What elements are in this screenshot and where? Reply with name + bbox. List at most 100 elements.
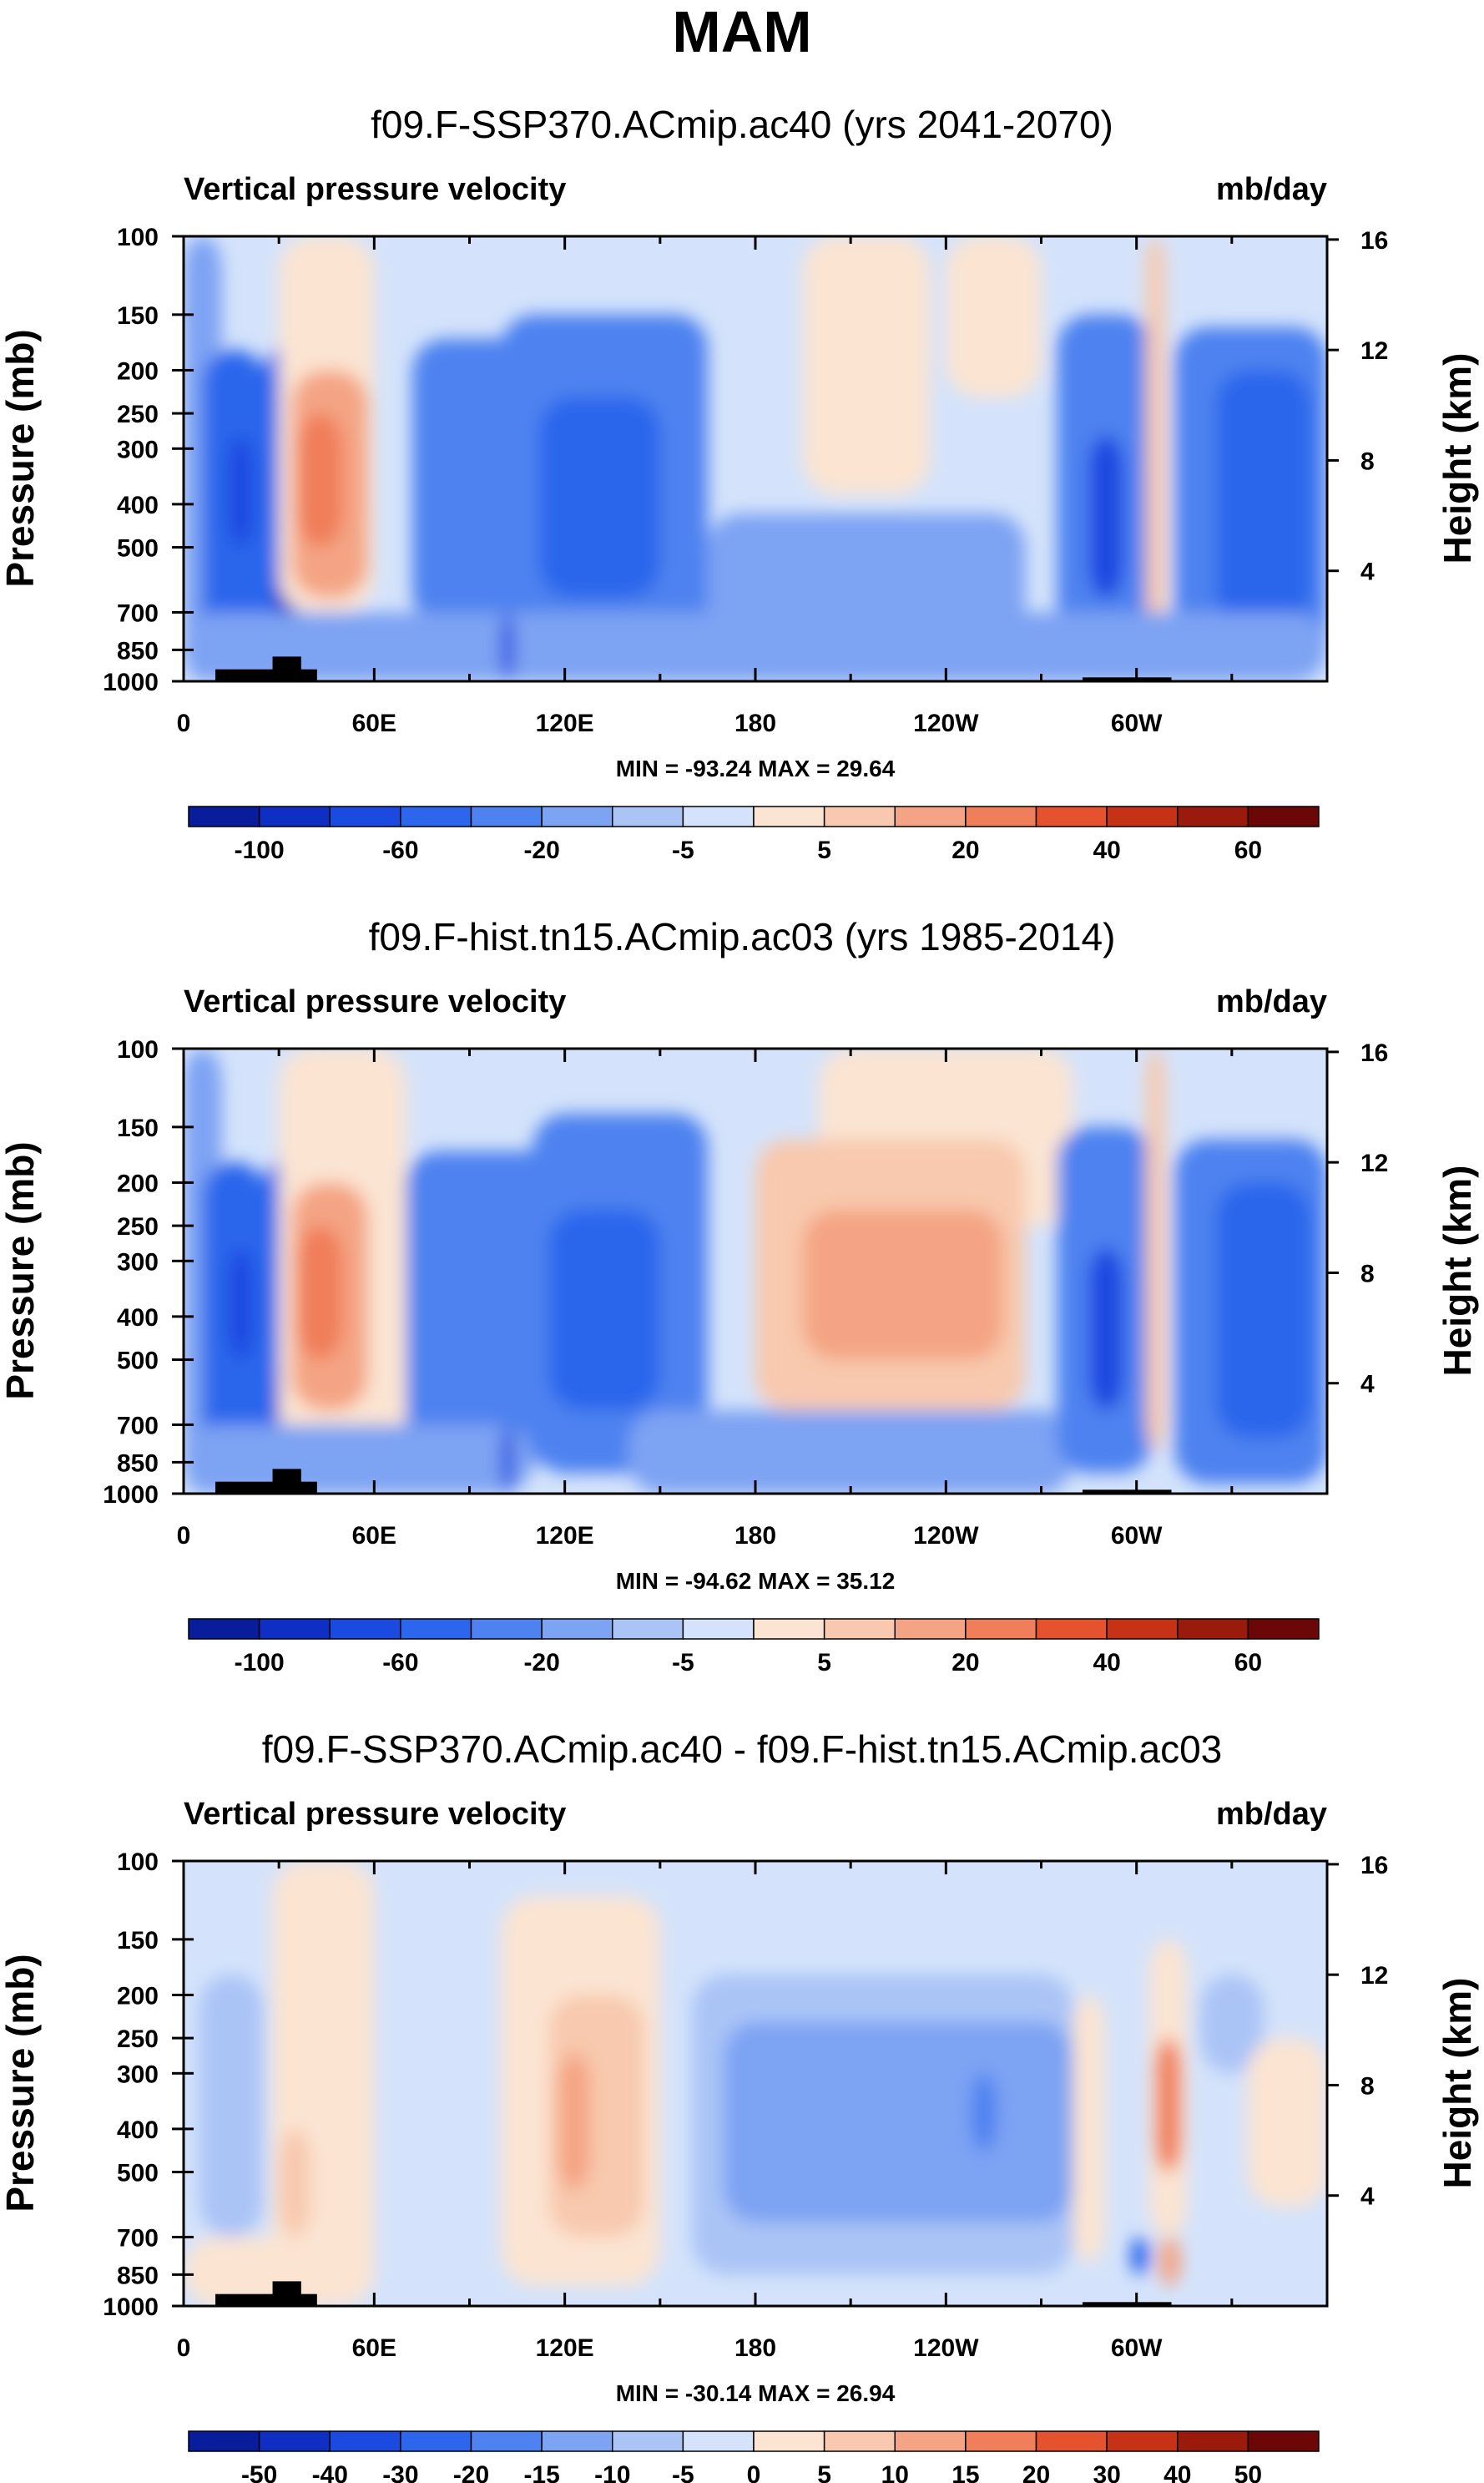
lon-tick-label: 180 (734, 1522, 776, 1550)
colorbar-label: -30 (382, 2461, 418, 2483)
velocity-field (184, 1861, 1327, 2306)
height-tick-label: 12 (1360, 1962, 1388, 1990)
longitude-axis: 0 60E 120E 180 120W 60W (177, 1861, 1329, 2362)
colorbar-box (400, 806, 472, 827)
colorbar-label: 15 (951, 2461, 979, 2483)
colorbar-box (188, 2430, 260, 2452)
pressure-tick-label: 200 (117, 1170, 159, 1197)
colorbar-label: 40 (1163, 2461, 1191, 2483)
field-contours (184, 1049, 1327, 1494)
y-axis-title: Pressure (mb) (0, 329, 42, 587)
field-region (279, 2128, 311, 2238)
colorbar-label: 5 (817, 837, 831, 864)
lon-tick-label: 120W (913, 1522, 979, 1550)
pressure-tick-label: 850 (117, 637, 159, 665)
colorbar-box (258, 806, 331, 827)
field-region (1088, 1247, 1124, 1411)
panel-title: f09.F-SSP370.ACmip.ac40 - f09.F-hist.tn1… (262, 1727, 1223, 1771)
colorbar-box (1106, 1618, 1179, 1640)
pressure-tick-label: 300 (117, 2061, 159, 2088)
panel-ssp370: f09.F-SSP370.ACmip.ac40 (yrs 2041-2070) … (0, 103, 1479, 864)
pressure-tick-label: 850 (117, 2262, 159, 2289)
height-tick-label: 16 (1360, 1039, 1388, 1067)
lon-tick-label: 60W (1111, 710, 1163, 737)
field-region (228, 1247, 254, 1360)
plot-field (184, 1861, 1327, 2306)
colorbar-box (541, 806, 613, 827)
pressure-tick-label: 150 (117, 1927, 159, 1955)
field-region (548, 1209, 660, 1411)
colorbar-box (1177, 2430, 1249, 2452)
colorbar-box (1035, 806, 1108, 827)
height-tick-label: 12 (1360, 1150, 1388, 1177)
colorbar-box (470, 1618, 543, 1640)
colorbar-box (329, 1618, 401, 1640)
colorbar: -50 -40 -30 -20 -15 -10 -5 0 5 10 15 20 30 40 50 (188, 2430, 1320, 2483)
pressure-tick-label: 500 (117, 1348, 159, 1375)
colorbar-box (541, 1618, 613, 1640)
height-axis: 16 12 8 4 (1327, 227, 1388, 586)
height-axis: 16 12 8 4 (1327, 1852, 1388, 2211)
topography-block (272, 2281, 301, 2306)
colorbar: -100 -60 -20 -5 5 20 40 60 (188, 806, 1320, 864)
colorbar-box (894, 806, 967, 827)
lon-tick-label: 0 (177, 710, 191, 737)
lon-tick-label: 60W (1111, 2334, 1163, 2362)
y-axis-title: Pressure (mb) (0, 1141, 42, 1399)
colorbar-box (400, 2430, 472, 2452)
pressure-axis: 100 150 200 250 300 400 500 700 850 1000 (103, 1036, 194, 1509)
pressure-tick-label: 200 (117, 357, 159, 385)
lon-tick-label: 60E (352, 1522, 396, 1550)
colorbar-box (753, 2430, 825, 2452)
pressure-tick-label: 100 (117, 224, 159, 251)
field-region (803, 1209, 1003, 1360)
colorbar-box (823, 1618, 896, 1640)
colorbar-label: 0 (747, 2461, 761, 2483)
min-max-label: MIN = -30.14 MAX = 26.94 (616, 2380, 896, 2406)
panel-hist: f09.F-hist.tn15.ACmip.ac03 (yrs 1985-201… (0, 915, 1479, 1676)
y-axis-title-right: Height (km) (1436, 1166, 1479, 1377)
variable-label: Vertical pressure velocity (184, 984, 566, 1019)
lon-tick-label: 180 (734, 2334, 776, 2362)
height-tick-label: 8 (1360, 2072, 1375, 2100)
colorbar-box (753, 806, 825, 827)
height-tick-label: 16 (1360, 227, 1388, 255)
lon-tick-label: 0 (177, 2334, 191, 2362)
colorbar-box (1035, 1618, 1108, 1640)
field-region (723, 2021, 1073, 2223)
field-region (228, 435, 254, 548)
colorbar-label: -5 (672, 2461, 694, 2483)
field-region (1215, 1182, 1311, 1439)
colorbar-label: 20 (1022, 2461, 1050, 2483)
field-region (558, 2052, 591, 2191)
pressure-tick-label: 700 (117, 2224, 159, 2252)
units-label: mb/day (1216, 1797, 1327, 1832)
field-region (501, 1424, 514, 1494)
colorbar-box (894, 2430, 967, 2452)
lon-tick-label: 60W (1111, 1522, 1163, 1550)
lon-tick-label: 0 (177, 1522, 191, 1550)
colorbar-box (1177, 806, 1249, 827)
topography-block (272, 1469, 301, 1494)
colorbar-box (612, 1618, 684, 1640)
pressure-tick-label: 1000 (103, 669, 159, 696)
lon-tick-label: 180 (734, 710, 776, 737)
colorbar-box (541, 2430, 613, 2452)
colorbar-box (612, 2430, 684, 2452)
colorbar-label: -5 (672, 1649, 694, 1676)
min-max-label: MIN = -93.24 MAX = 29.64 (616, 756, 896, 781)
variable-label: Vertical pressure velocity (184, 1797, 566, 1832)
pressure-tick-label: 400 (117, 1304, 159, 1332)
colorbar-box (1106, 806, 1179, 827)
topography-block (272, 656, 301, 681)
colorbar-box (1035, 2430, 1108, 2452)
colorbar-label: -100 (235, 1649, 285, 1676)
units-label: mb/day (1216, 172, 1327, 207)
pressure-tick-label: 850 (117, 1449, 159, 1477)
field-region (1247, 2038, 1327, 2207)
colorbar-box (1247, 1618, 1320, 1640)
colorbar-box (188, 806, 260, 827)
colorbar-label: -60 (382, 1649, 418, 1676)
colorbar-label: -50 (241, 2461, 277, 2483)
